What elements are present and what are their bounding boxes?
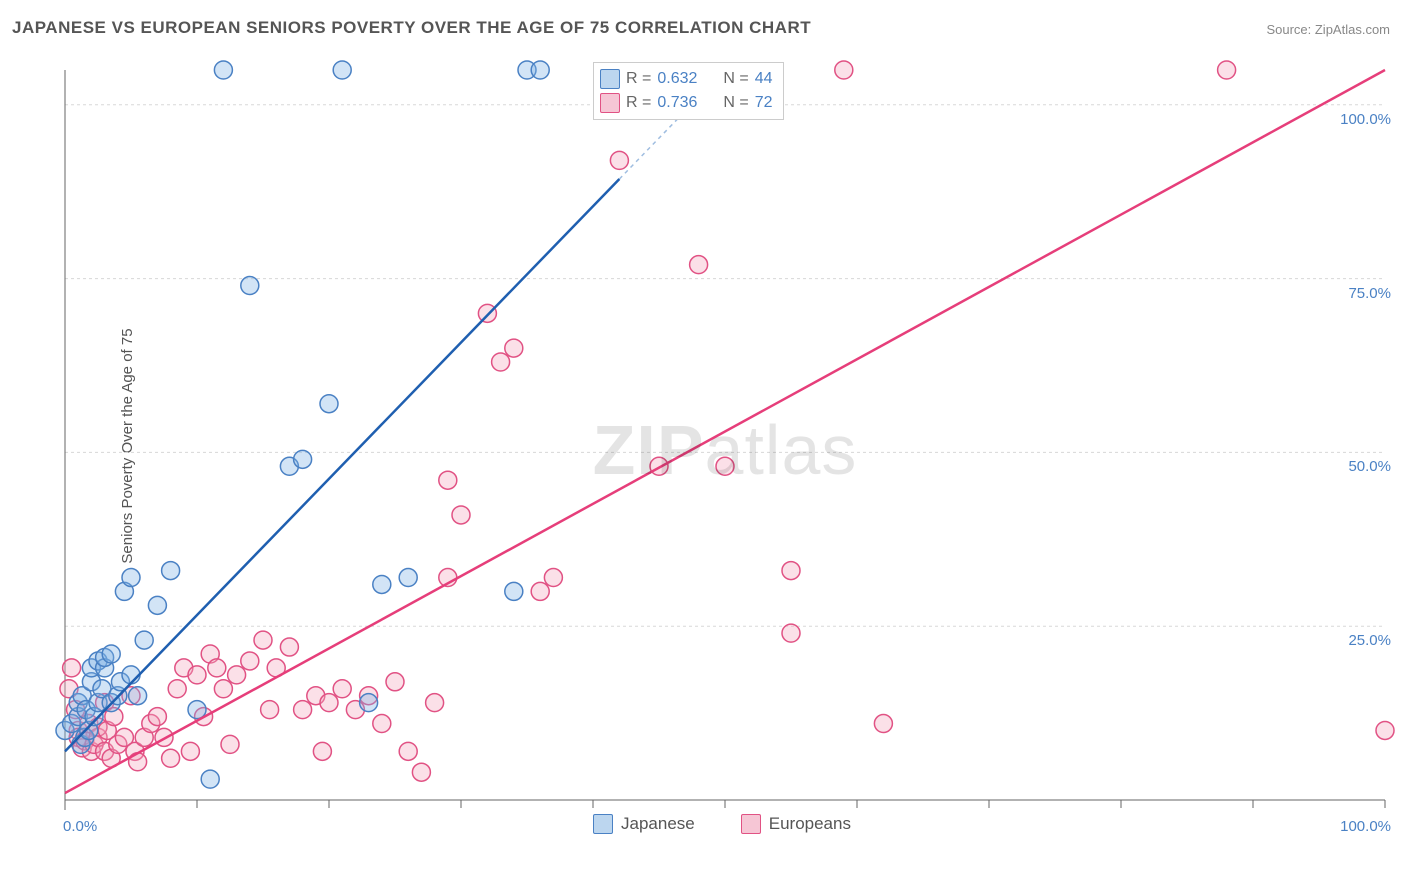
n-label: N =	[723, 70, 748, 88]
y-tick-label: 100.0%	[1340, 111, 1391, 128]
y-tick-label: 25.0%	[1348, 632, 1391, 649]
r-label: R =	[626, 70, 651, 88]
n-label: N =	[723, 94, 748, 112]
correlation-legend: R = 0.632 N = 44 R = 0.736 N = 72	[593, 62, 784, 120]
y-tick-label: 75.0%	[1348, 285, 1391, 302]
legend-label-europeans: Europeans	[769, 814, 851, 834]
legend-row-europeans: R = 0.736 N = 72	[600, 91, 773, 115]
swatch-europeans	[600, 93, 620, 113]
r-label: R =	[626, 94, 651, 112]
chart-title: JAPANESE VS EUROPEAN SENIORS POVERTY OVE…	[12, 18, 811, 38]
x-tick-label-right: 100.0%	[1340, 818, 1391, 835]
swatch-japanese	[600, 69, 620, 89]
x-tick-label-left: 0.0%	[63, 818, 97, 835]
swatch-japanese	[593, 814, 613, 834]
r-value-japanese: 0.632	[657, 70, 697, 88]
plot-area: ZIPatlas R = 0.632 N = 44 R = 0.736 N = …	[55, 60, 1395, 840]
n-value-europeans: 72	[755, 94, 773, 112]
legend-row-japanese: R = 0.632 N = 44	[600, 67, 773, 91]
series-legend: Japanese Europeans	[593, 814, 851, 834]
n-value-japanese: 44	[755, 70, 773, 88]
legend-label-japanese: Japanese	[621, 814, 695, 834]
swatch-europeans	[741, 814, 761, 834]
y-tick-label: 50.0%	[1348, 458, 1391, 475]
source-label: Source: ZipAtlas.com	[1266, 22, 1390, 37]
scatter-chart	[55, 60, 1395, 840]
r-value-europeans: 0.736	[657, 94, 697, 112]
